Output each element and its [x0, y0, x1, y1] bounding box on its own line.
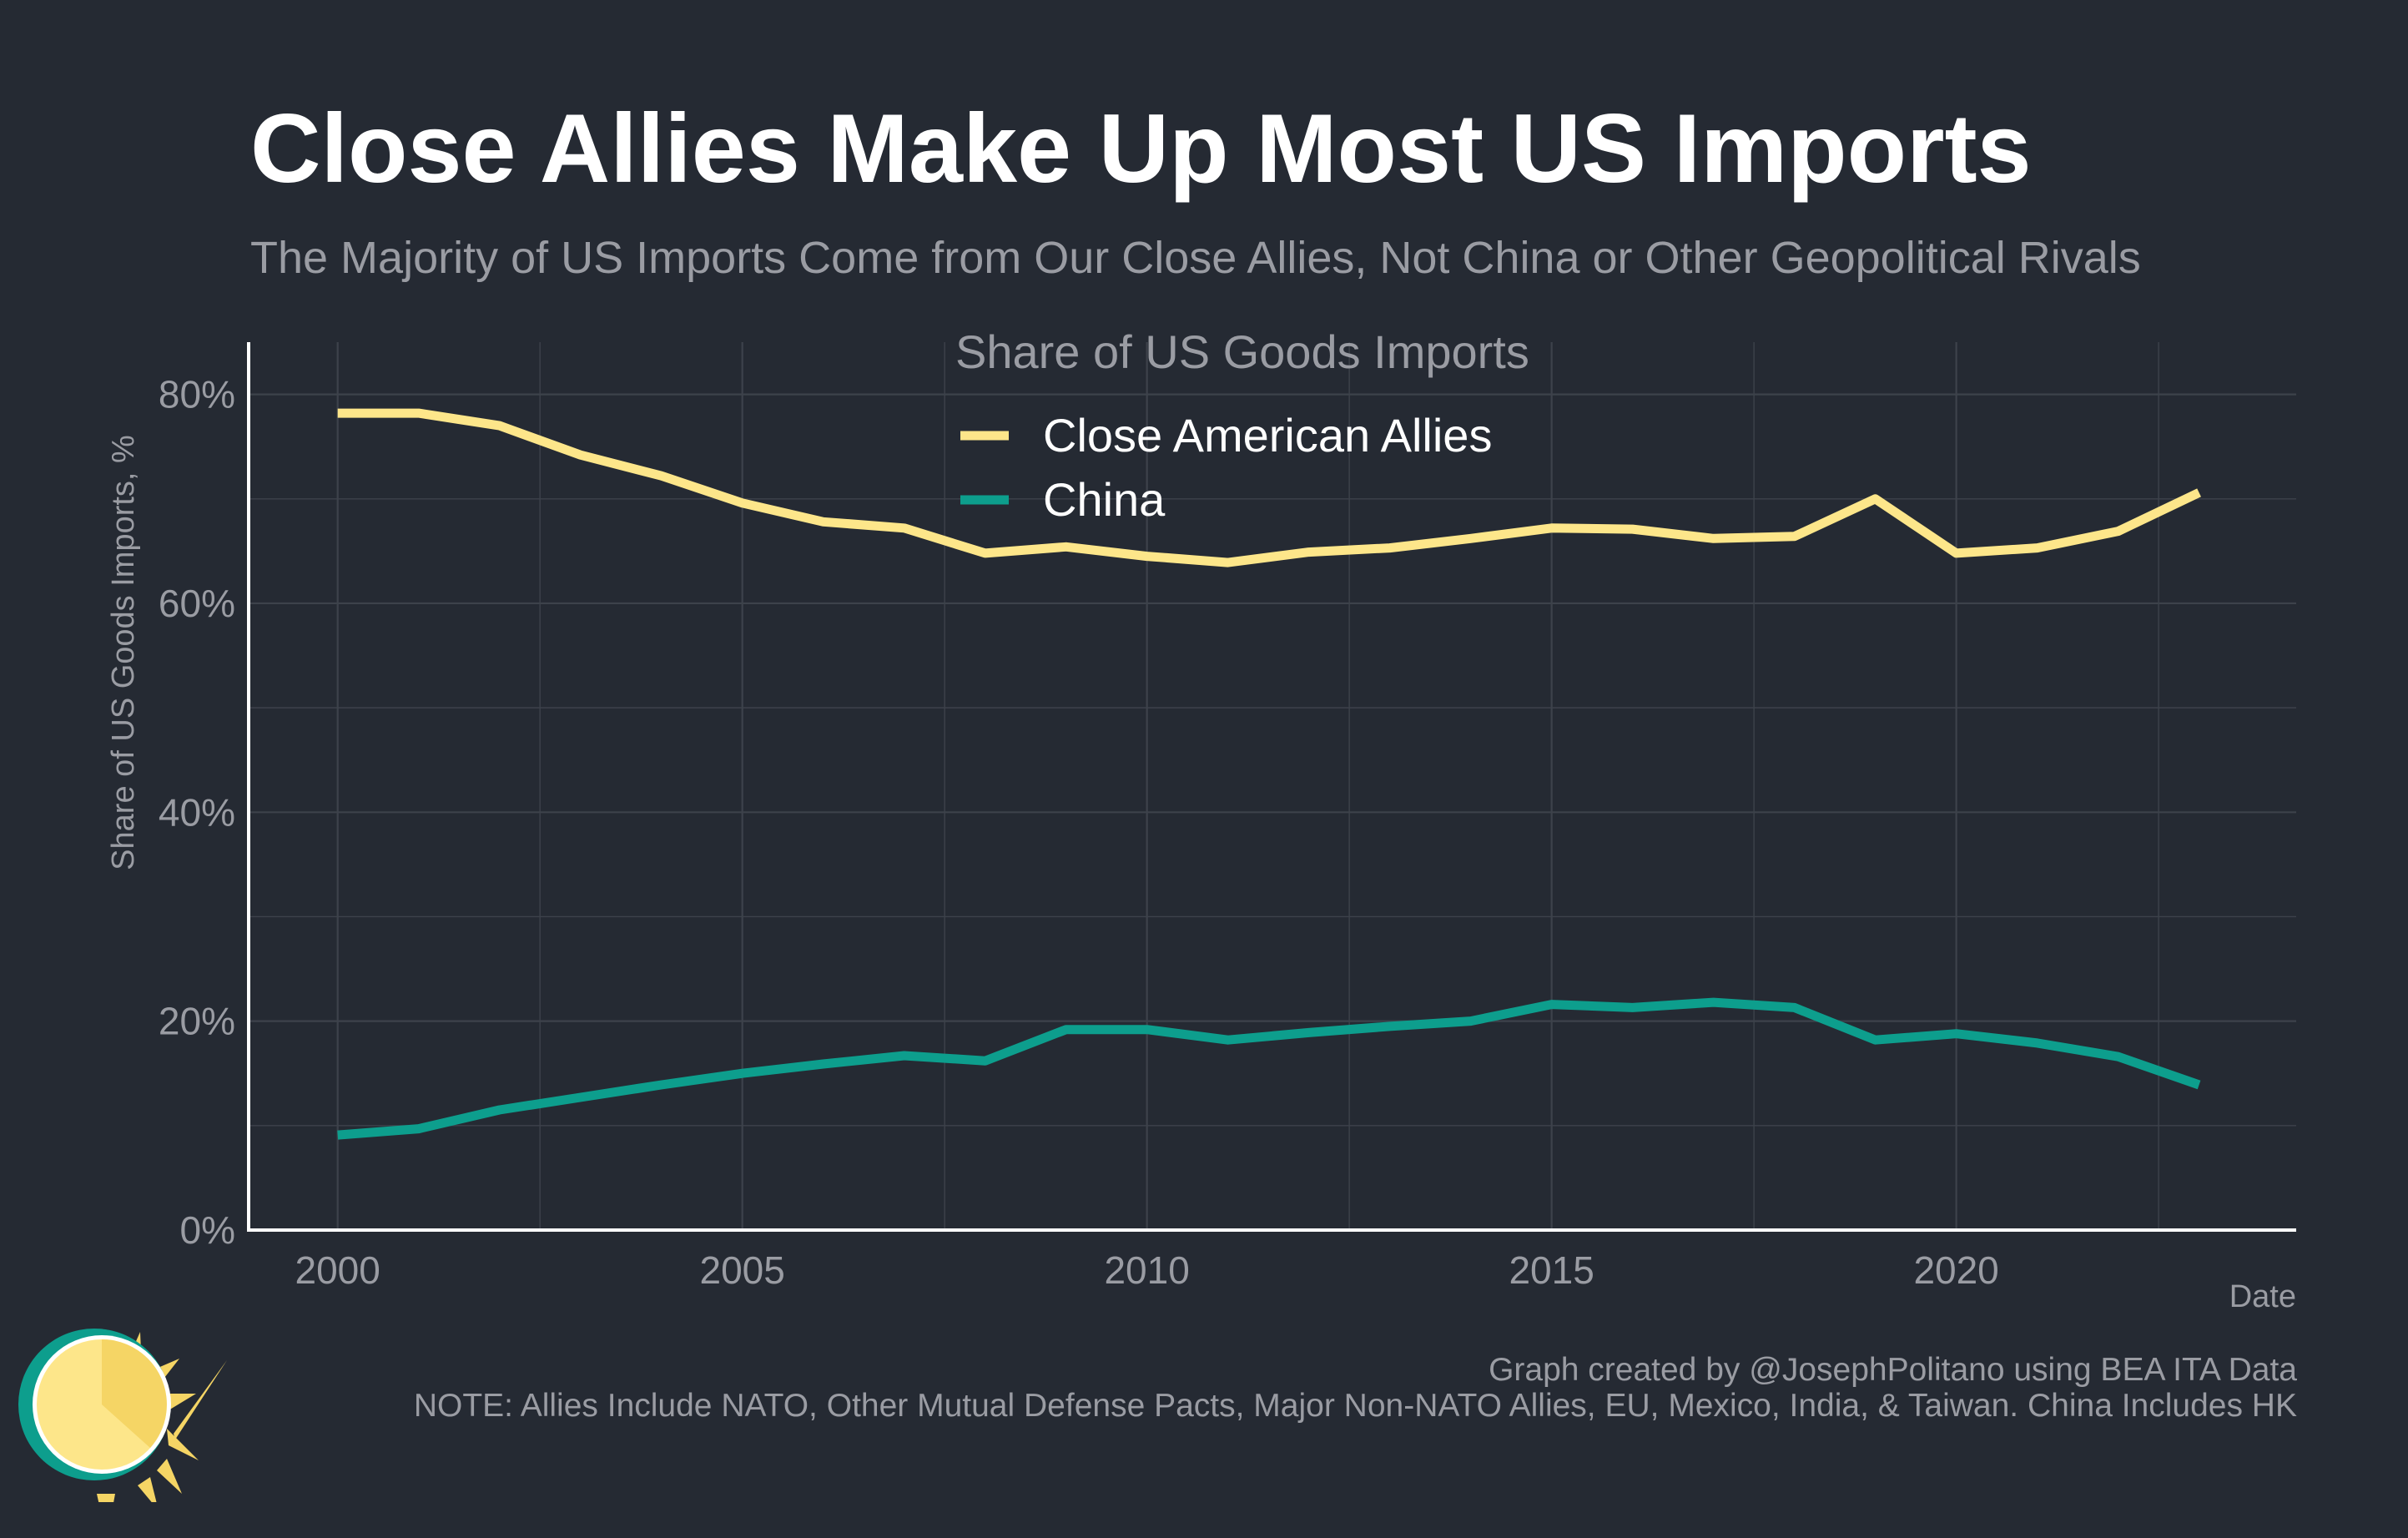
x-tick-label: 2020: [1913, 1248, 1998, 1292]
credit-text: Graph created by @JosephPolitano using B…: [1489, 1352, 2297, 1388]
legend: Share of US Goods Imports Close American …: [955, 325, 1529, 526]
x-axis-label: Date: [2229, 1279, 2296, 1314]
y-tick-label: 60%: [159, 582, 235, 625]
grid-lines: [249, 342, 2296, 1230]
x-tick-label: 2000: [295, 1248, 380, 1292]
legend-title: Share of US Goods Imports: [955, 325, 1529, 378]
legend-label: China: [1043, 473, 1166, 526]
y-axis-label: Share of US Goods Imports, %: [106, 435, 141, 870]
series-lines: [337, 408, 2201, 1140]
note-text: NOTE: Allies Include NATO, Other Mutual …: [413, 1388, 2297, 1424]
axes: [247, 342, 2296, 1232]
tick-labels: 0% 20% 40% 60% 80% 2000 2005 2010 2015 2020 Date Sh…: [106, 373, 2296, 1314]
page-subtitle: The Majority of US Imports Come from Our…: [250, 233, 2141, 283]
sun-logo-icon: [18, 1329, 227, 1502]
y-tick-label: 80%: [159, 373, 235, 416]
y-tick-label: 20%: [159, 1000, 235, 1043]
x-tick-label: 2005: [700, 1248, 785, 1292]
x-tick-label: 2010: [1104, 1248, 1189, 1292]
series-line-allies: [337, 408, 2201, 567]
y-tick-label: 40%: [159, 790, 235, 834]
series-line-china: [337, 997, 2201, 1140]
legend-label: Close American Allies: [1043, 409, 1492, 461]
x-tick-label: 2015: [1509, 1248, 1594, 1292]
page-title: Close Allies Make Up Most US Imports: [250, 93, 2032, 203]
y-tick-label: 0%: [180, 1208, 235, 1252]
